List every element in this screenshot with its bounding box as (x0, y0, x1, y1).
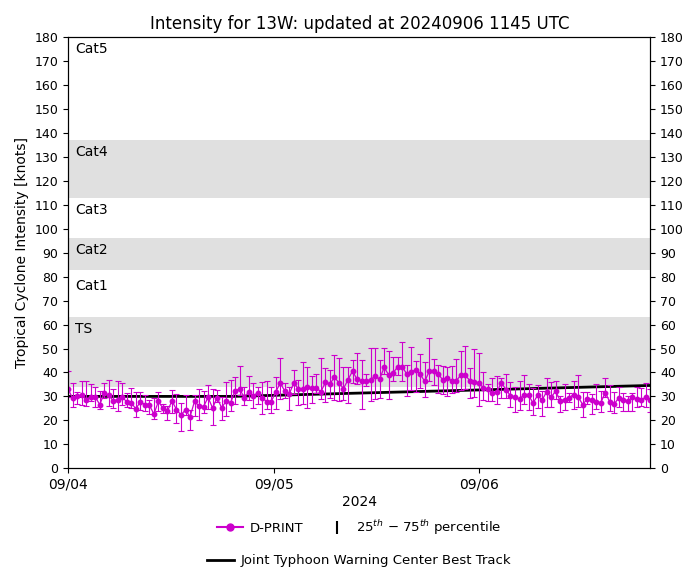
Text: Cat3: Cat3 (75, 203, 108, 216)
Bar (69, 317, 650, 387)
Text: Cat5: Cat5 (75, 42, 108, 56)
Text: Cat4: Cat4 (75, 145, 108, 159)
X-axis label: 2024: 2024 (342, 494, 377, 509)
Bar (69, 140, 650, 198)
Text: TS: TS (75, 322, 92, 336)
Text: Cat1: Cat1 (75, 279, 108, 293)
Bar (69, 37, 650, 140)
Bar (69, 270, 650, 317)
Text: Cat2: Cat2 (75, 243, 108, 257)
Y-axis label: Tropical Cyclone Intensity [knots]: Tropical Cyclone Intensity [knots] (15, 137, 29, 368)
Legend: Joint Typhoon Warning Center Best Track: Joint Typhoon Warning Center Best Track (208, 554, 511, 567)
Bar (69, 239, 650, 270)
Bar (69, 198, 650, 239)
Title: Intensity for 13W: updated at 20240906 1145 UTC: Intensity for 13W: updated at 20240906 1… (150, 15, 569, 33)
